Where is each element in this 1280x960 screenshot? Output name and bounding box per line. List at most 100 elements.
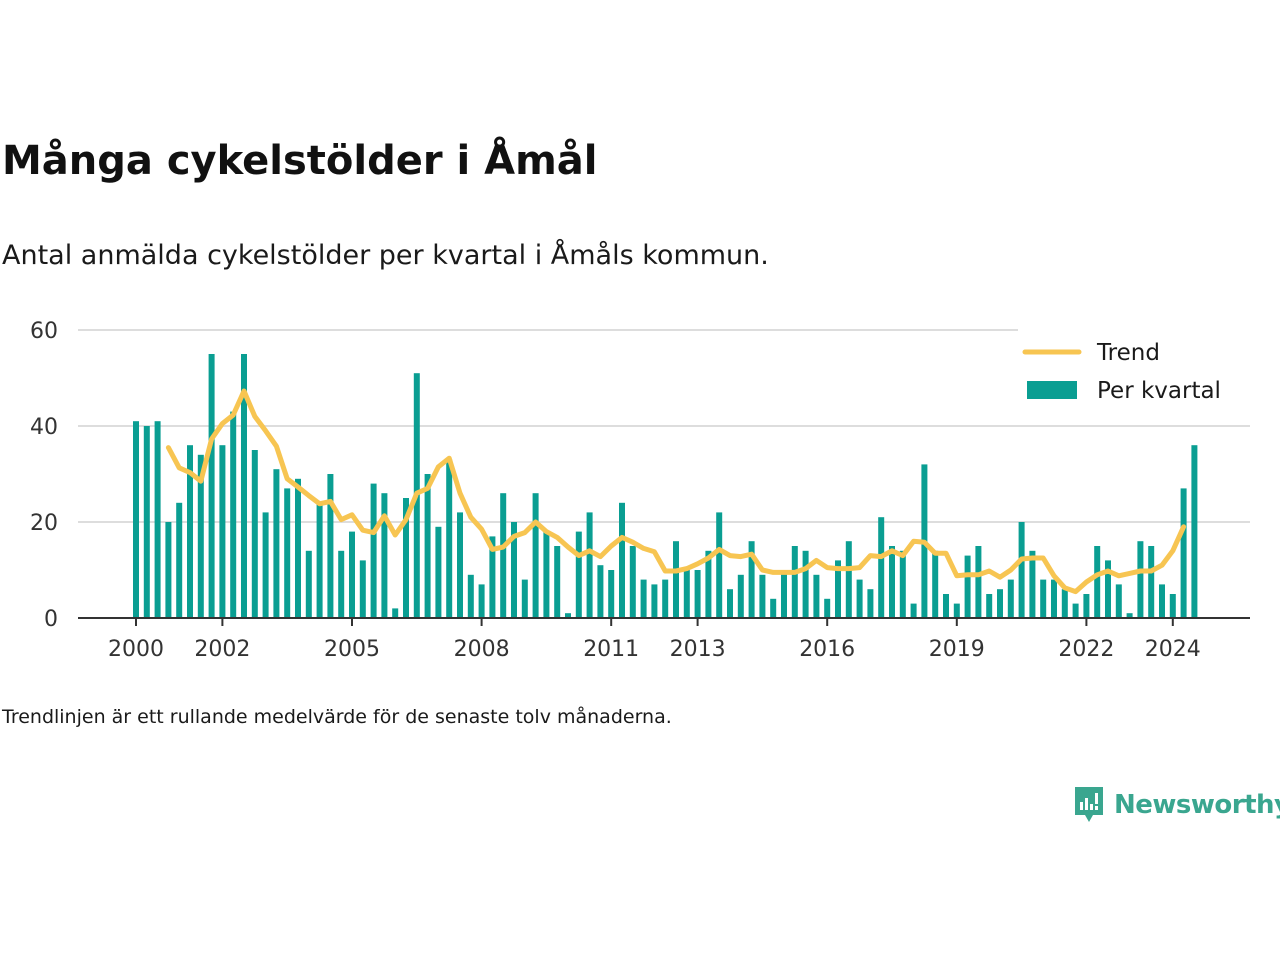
bar: [1169, 594, 1176, 618]
bar: [1029, 550, 1036, 618]
bar: [673, 541, 679, 618]
bar: [1191, 445, 1198, 618]
bar: [165, 522, 172, 618]
bar: [1094, 546, 1101, 618]
bar: [1072, 603, 1079, 618]
bar: [629, 546, 636, 618]
bar: [619, 502, 625, 618]
footnote: Trendlinjen är ett rullande medelvärde f…: [2, 706, 672, 728]
brand-logo: Newsworthy: [1072, 784, 1280, 826]
bar: [1083, 594, 1090, 618]
bar: [824, 598, 831, 618]
bar: [403, 498, 409, 618]
bar: [694, 570, 701, 618]
bar: [176, 502, 183, 618]
bar: [133, 421, 139, 618]
bar: [424, 474, 431, 618]
y-tick-label: 60: [30, 319, 58, 344]
x-tick-label: 2022: [1058, 637, 1114, 662]
y-tick-label: 20: [30, 511, 58, 536]
bar: [759, 574, 766, 618]
bar: [219, 445, 226, 618]
newsworthy-logo-icon: [1075, 787, 1103, 822]
bar: [597, 565, 604, 618]
bar: [1148, 546, 1155, 618]
bar: [316, 502, 323, 618]
bar: [1137, 541, 1144, 618]
x-tick-label: 2005: [324, 637, 380, 662]
bar-line-chart: 0 20 40 60 2000 2002 2005 2008 2011 2013 2016 2019 2…: [30, 319, 1250, 662]
bar: [1051, 579, 1057, 618]
bar: [251, 450, 258, 618]
bar: [295, 478, 301, 618]
bar: [467, 574, 474, 618]
bar: [586, 512, 593, 618]
bar: [770, 598, 777, 618]
bar: [521, 579, 528, 618]
bar: [737, 574, 744, 618]
bar: [975, 546, 982, 618]
bar: [845, 541, 852, 618]
x-tick-label: 2011: [583, 637, 639, 662]
y-tick-label: 40: [30, 415, 58, 440]
x-tick-label: 2000: [108, 637, 164, 662]
bar: [1040, 579, 1047, 618]
bar: [1061, 589, 1068, 618]
bar: [802, 550, 809, 618]
bar: [565, 613, 571, 618]
x-tick-label: 2008: [454, 637, 510, 662]
bar: [964, 555, 971, 618]
x-tick-label: 2002: [194, 637, 250, 662]
bar: [640, 579, 647, 618]
bar: [478, 584, 485, 618]
bar: [791, 546, 798, 618]
y-tick-label: 0: [44, 607, 58, 632]
bar: [575, 531, 582, 618]
bar: [1018, 522, 1025, 618]
bar: [370, 483, 377, 618]
bar: [305, 550, 312, 618]
bar: [230, 411, 237, 618]
bar: [327, 474, 334, 618]
bar: [986, 594, 993, 618]
bar: [943, 594, 949, 618]
bar: [457, 512, 463, 618]
x-tick-label: 2019: [929, 637, 985, 662]
bar: [1126, 613, 1133, 618]
bar: [748, 541, 755, 618]
x-tick-label: 2013: [670, 637, 726, 662]
bar: [284, 488, 291, 618]
bar: [273, 469, 280, 618]
bar: [899, 550, 906, 618]
bar: [835, 560, 841, 618]
bar: [910, 603, 917, 618]
axes: 0 20 40 60 2000 2002 2005 2008 2011 2013 2016 2019 2…: [30, 319, 1250, 662]
bar: [997, 589, 1003, 618]
bar: [889, 546, 895, 618]
bar: [727, 589, 733, 618]
bar: [856, 579, 863, 618]
bar: [867, 589, 874, 618]
bar: [1180, 488, 1187, 618]
legend-bar-label: Per kvartal: [1097, 378, 1221, 404]
bar: [543, 531, 550, 618]
chart-subtitle: Antal anmälda cykelstölder per kvartal i…: [2, 240, 769, 271]
bar: [683, 570, 690, 618]
legend-background: [1018, 328, 1250, 416]
bar-series: [133, 354, 1198, 618]
bar: [489, 536, 496, 618]
bar: [381, 493, 388, 618]
bar: [662, 579, 669, 618]
legend-trend-label: Trend: [1096, 340, 1160, 366]
bar: [953, 603, 960, 618]
bar: [1007, 579, 1014, 618]
bar: [705, 550, 712, 618]
bar: [716, 512, 723, 618]
bar: [554, 546, 561, 618]
bar: [392, 608, 399, 618]
legend: Trend Per kvartal: [1018, 328, 1250, 416]
bar: [187, 445, 193, 618]
bar: [532, 493, 539, 618]
legend-bar-swatch: [1027, 381, 1077, 399]
bar: [1115, 584, 1122, 618]
